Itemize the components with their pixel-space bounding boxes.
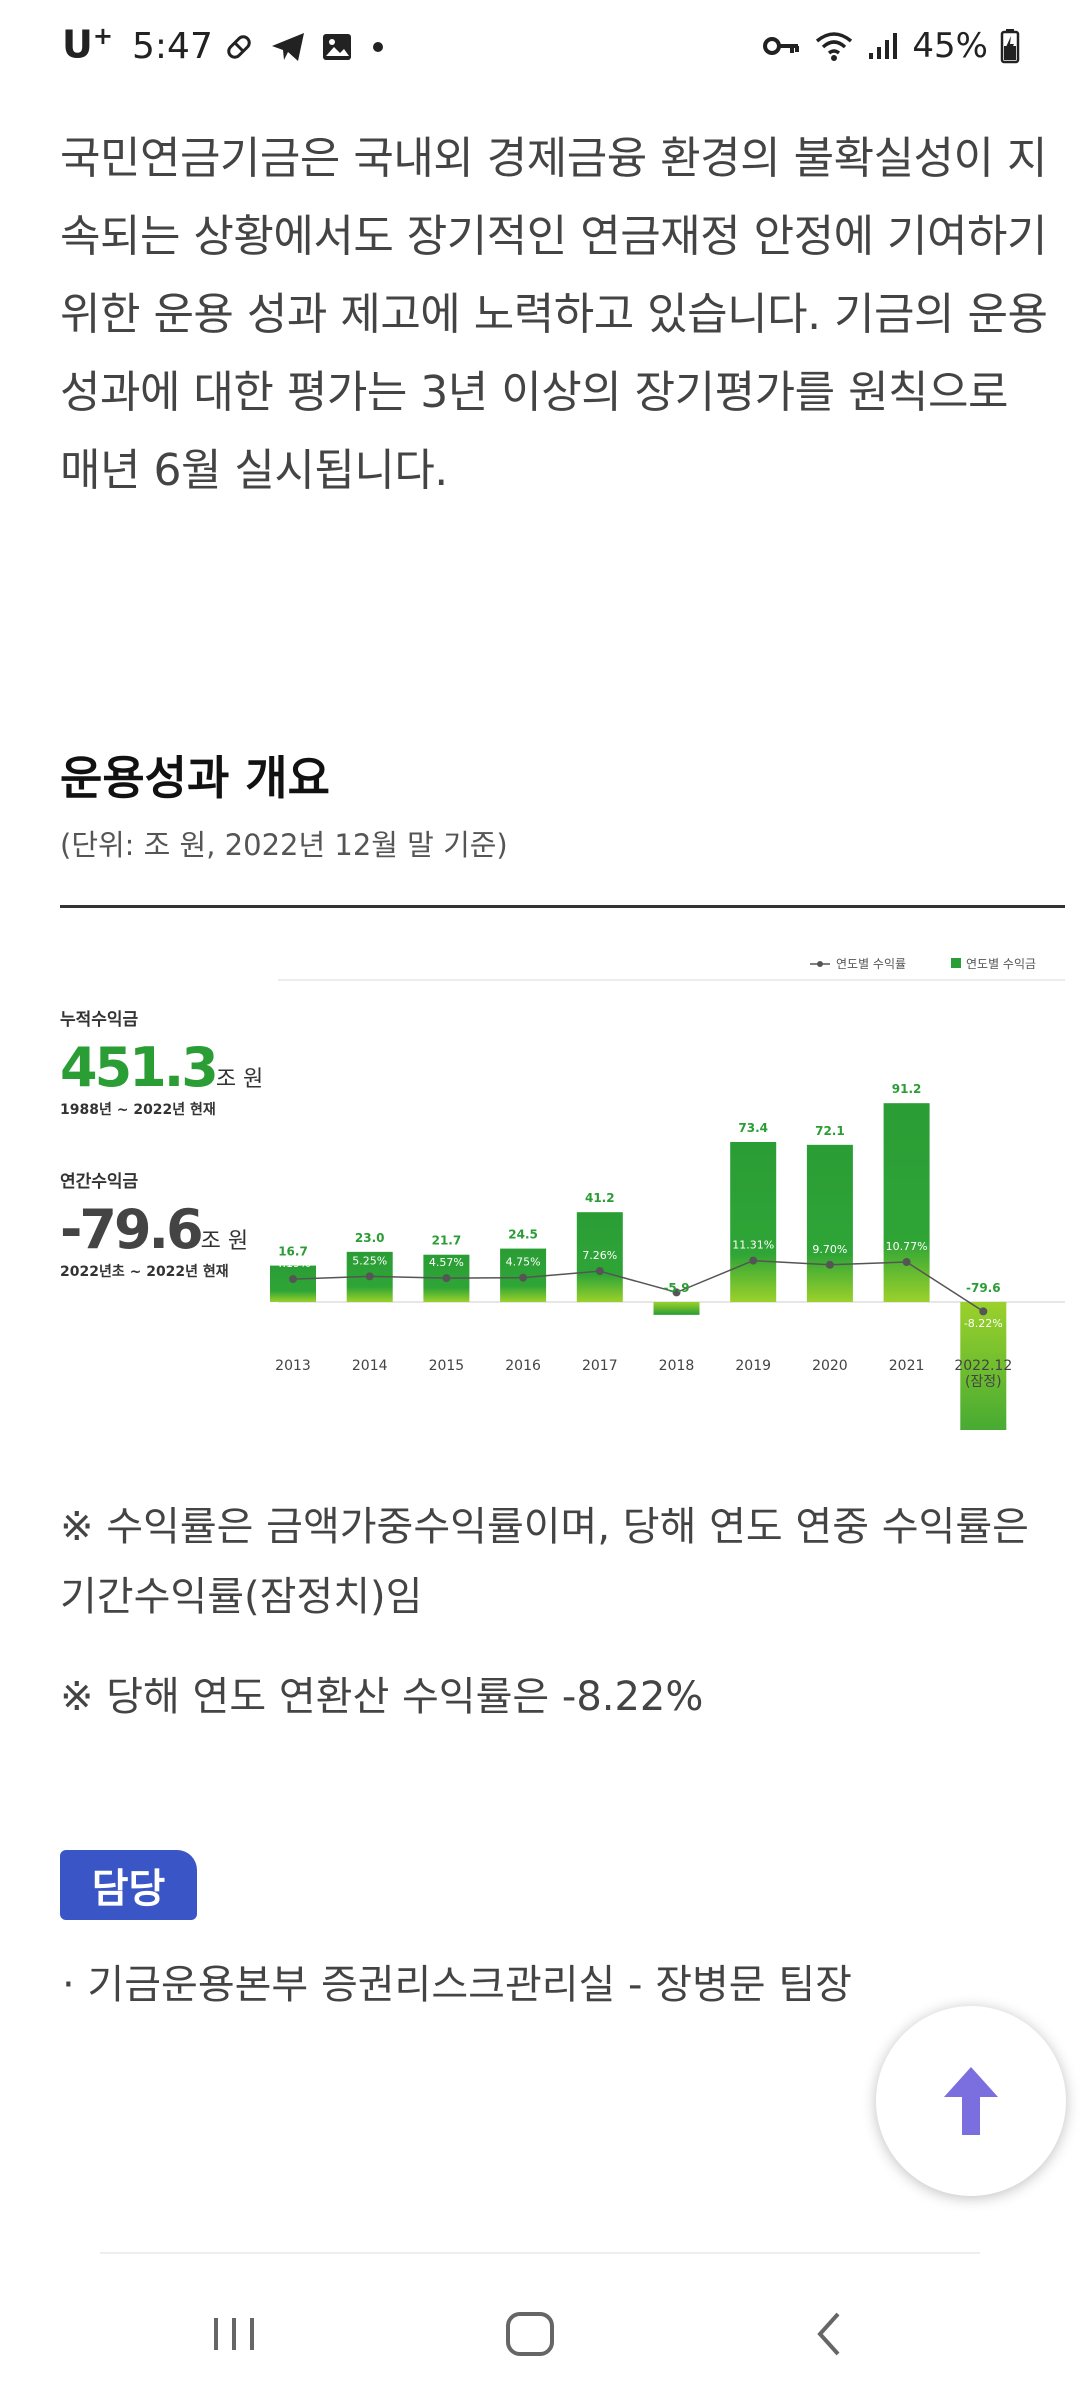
status-bar: U+ 5:47 45% bbox=[0, 0, 1080, 100]
status-time: 5:47 bbox=[132, 26, 213, 67]
rate-label: 4.57% bbox=[429, 1256, 464, 1269]
cumulative-label: 누적수익금 bbox=[60, 1010, 139, 1030]
home-icon[interactable] bbox=[500, 2304, 560, 2364]
contact-line: · 기금운용본부 증권리스크관리실 - 장병문 팀장 bbox=[62, 1962, 852, 2008]
legend-dot-marker bbox=[817, 961, 823, 967]
x-tick-label: 2022.12 bbox=[954, 1358, 1012, 1374]
arrow-up-icon bbox=[944, 2067, 998, 2135]
rate-point bbox=[442, 1274, 451, 1283]
bar-2017 bbox=[576, 1212, 623, 1302]
rate-point bbox=[749, 1256, 758, 1265]
bar-2018 bbox=[653, 1302, 700, 1315]
bar-2022.12 bbox=[960, 1302, 1007, 1430]
wifi-icon bbox=[816, 32, 853, 61]
bar-value-label: 21.7 bbox=[432, 1234, 462, 1248]
note-annualized-return: ※ 당해 연도 연환산 수익률은 -8.22% bbox=[60, 1674, 704, 1720]
rate-label: 5.25% bbox=[352, 1254, 387, 1267]
x-tick-label: 2021 bbox=[889, 1358, 925, 1374]
pill-icon bbox=[227, 35, 251, 59]
x-tick-label: 2020 bbox=[812, 1358, 848, 1374]
x-tick-label: 2014 bbox=[352, 1358, 388, 1374]
battery-icon bbox=[1000, 29, 1020, 64]
rate-point bbox=[825, 1260, 834, 1269]
annual-label: 연간수익금 bbox=[60, 1172, 139, 1192]
bar-2013 bbox=[270, 1265, 316, 1302]
x-tick-label: (잠정) bbox=[965, 1374, 1002, 1390]
bar-value-label: 16.7 bbox=[278, 1245, 308, 1259]
intro-paragraph: 국민연금기금은 국내외 경제금융 환경의 불확실성이 지속되는 상황에서도 장기… bbox=[60, 133, 1048, 496]
x-tick-label: 2019 bbox=[735, 1358, 771, 1374]
bar-2021 bbox=[883, 1103, 930, 1302]
bar-value-label: -5.9 bbox=[663, 1281, 689, 1295]
signal-icon bbox=[869, 33, 898, 59]
rate-label: 10.77% bbox=[886, 1240, 928, 1253]
rate-label: 4.19% bbox=[276, 1257, 311, 1270]
x-tick-label: 2015 bbox=[429, 1358, 465, 1374]
rate-point bbox=[519, 1273, 528, 1282]
rate-point bbox=[902, 1257, 911, 1266]
telegram-icon bbox=[272, 33, 304, 61]
annual-value-row: -79.6조 원 bbox=[60, 1198, 290, 1261]
rate-point bbox=[672, 1288, 681, 1297]
rate-label: 4.75% bbox=[506, 1256, 541, 1269]
navigation-bar bbox=[0, 2280, 1080, 2400]
rate-line bbox=[292, 1259, 984, 1313]
note-weighted-return: ※ 수익률은 금액가중수익률이며, 당해 연도 연중 수익률은 기간수익률(잠정… bbox=[60, 1504, 1029, 1620]
bar-value-label: 24.5 bbox=[508, 1228, 538, 1242]
x-tick-label: 2018 bbox=[659, 1358, 695, 1374]
cumulative-value: 451.3 bbox=[60, 1036, 219, 1099]
contact-badge: 담당 bbox=[60, 1850, 197, 1920]
chart-legend: 연도별 수익률 연도별 수익금 bbox=[810, 957, 1036, 971]
back-icon[interactable] bbox=[800, 2304, 860, 2364]
cumulative-value-row: 451.3조 원 bbox=[60, 1036, 290, 1099]
rate-label: 11.31% bbox=[732, 1239, 774, 1252]
annual-value: -79.6 bbox=[60, 1198, 204, 1261]
x-tick-label: 2013 bbox=[275, 1358, 311, 1374]
summary-panel: 누적수익금 451.3조 원 1988년 ~ 2022년 현재 연간수익금 -7… bbox=[60, 1005, 290, 1281]
battery-percent: 45% bbox=[912, 26, 988, 66]
notification-icons bbox=[222, 30, 388, 64]
vpn-key-icon bbox=[763, 37, 800, 55]
cumulative-period: 1988년 ~ 2022년 현재 bbox=[60, 1102, 216, 1118]
rate-label: 7.26% bbox=[582, 1249, 617, 1262]
rate-point bbox=[595, 1267, 604, 1276]
nav-divider bbox=[100, 2252, 980, 2254]
bar-value-label: 23.0 bbox=[355, 1231, 385, 1245]
section-divider bbox=[60, 905, 1065, 908]
returns-chart: 연도별 수익률 연도별 수익금 16.74.19% 2013 23.0 5.25% 20… bbox=[270, 957, 1065, 1430]
bar-value-label: 91.2 bbox=[892, 1082, 922, 1096]
dot-icon bbox=[373, 42, 383, 52]
section-subtitle: (단위: 조 원, 2022년 12월 말 기준) bbox=[60, 828, 508, 862]
rate-point bbox=[365, 1272, 374, 1281]
section-title: 운용성과 개요 bbox=[60, 751, 330, 805]
bar-value-label: 72.1 bbox=[815, 1124, 845, 1138]
rate-label: -8.22% bbox=[964, 1317, 1003, 1330]
legend-bar-label: 연도별 수익금 bbox=[966, 957, 1036, 971]
carrier-label: U+ bbox=[62, 22, 113, 67]
recent-apps-icon[interactable] bbox=[204, 2304, 264, 2364]
bar-value-label: -79.6 bbox=[966, 1281, 1001, 1295]
image-icon bbox=[323, 34, 351, 60]
rate-label: 9.70% bbox=[812, 1243, 847, 1256]
bar-2019 bbox=[730, 1141, 777, 1302]
scroll-top-button[interactable] bbox=[876, 2006, 1066, 2196]
bar-2020 bbox=[806, 1144, 853, 1302]
x-tick-label: 2017 bbox=[582, 1358, 618, 1374]
rate-point bbox=[979, 1307, 988, 1316]
rate-point bbox=[289, 1275, 297, 1284]
bar-value-label: 73.4 bbox=[738, 1121, 768, 1135]
rate-label: -0.92% bbox=[657, 1317, 696, 1330]
annual-period: 2022년초 ~ 2022년 현재 bbox=[60, 1264, 229, 1280]
bar-value-label: 41.2 bbox=[585, 1191, 615, 1205]
legend-line-label: 연도별 수익률 bbox=[836, 957, 906, 971]
cumulative-unit: 조 원 bbox=[215, 1067, 264, 1092]
x-tick-label: 2016 bbox=[505, 1358, 541, 1374]
system-icons: 45% bbox=[762, 26, 1020, 66]
annual-unit: 조 원 bbox=[200, 1229, 249, 1254]
legend-bar-marker bbox=[951, 958, 961, 968]
